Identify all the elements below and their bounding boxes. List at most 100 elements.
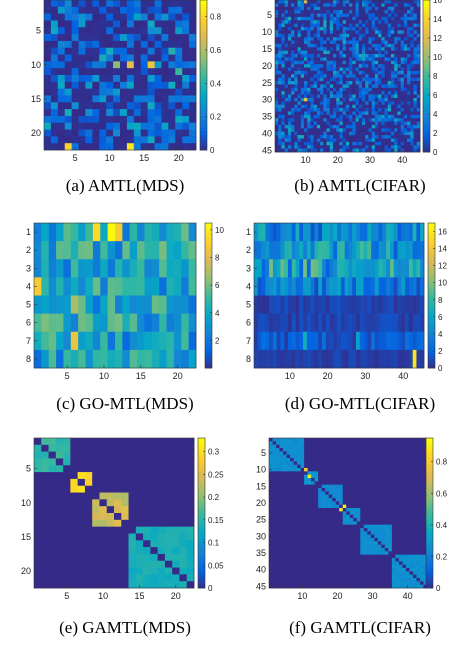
heatmap-cell <box>48 560 57 568</box>
heatmap-cell <box>394 3 398 8</box>
heatmap-cell <box>99 472 108 480</box>
heatmap-cell <box>294 16 298 21</box>
heatmap-cell <box>300 27 305 31</box>
heatmap-cell <box>157 574 166 582</box>
heatmap-cell <box>281 16 286 21</box>
heatmap-cell <box>313 57 318 62</box>
heatmap-cell <box>329 87 334 92</box>
heatmap-cell <box>92 61 100 69</box>
heatmap-cell <box>294 33 298 38</box>
heatmap-cell <box>410 10 414 14</box>
heatmap-cell <box>48 451 57 459</box>
heatmap-cell <box>157 438 166 446</box>
heatmap-cell <box>182 109 190 117</box>
heatmap-cell <box>320 135 324 139</box>
heatmap-cell <box>314 223 319 242</box>
heatmap-cell <box>368 10 373 14</box>
heatmap-cell <box>397 10 402 14</box>
heatmap-cell <box>394 108 398 112</box>
heatmap-cell <box>41 492 49 500</box>
heatmap-cell <box>382 223 387 242</box>
heatmap-cell <box>297 448 301 452</box>
heatmap-cell <box>381 111 385 116</box>
heatmap-cell <box>339 481 344 486</box>
heatmap-cell <box>287 67 292 72</box>
heatmap-cell <box>395 464 400 469</box>
heatmap-cell <box>78 223 86 242</box>
heatmap-cell <box>294 87 298 92</box>
heatmap-cell <box>394 118 398 122</box>
heatmap-cell <box>321 504 326 509</box>
heatmap-cell <box>84 492 93 500</box>
heatmap-cell <box>78 47 86 55</box>
heatmap-cell <box>313 74 318 79</box>
heatmap-cell <box>278 108 282 112</box>
colorbar-segment <box>198 490 205 495</box>
heatmap-cell <box>391 40 395 45</box>
heatmap-panel-f: 10 20 30 40 5 10 15 20 25 30 35 40 45 0 0.2 0.4 0.6 0.8 <box>237 430 474 610</box>
heatmap-cell <box>348 241 353 260</box>
heatmap-cell <box>320 148 324 153</box>
heatmap-cell <box>294 47 298 52</box>
heatmap-cell <box>378 145 382 149</box>
heatmap-cell <box>384 488 389 492</box>
heatmap-cell <box>403 33 408 38</box>
heatmap-cell <box>387 111 392 116</box>
heatmap-cell <box>394 104 398 109</box>
heatmap-cell <box>356 444 361 449</box>
heatmap-cell <box>34 241 42 260</box>
heatmap-cell <box>41 547 49 555</box>
heatmap-cell <box>313 118 318 122</box>
heatmap-cell <box>374 97 379 102</box>
heatmap-cell <box>365 0 369 4</box>
heatmap-cell <box>340 295 346 314</box>
colorbar-segment <box>423 68 430 73</box>
heatmap-cell <box>358 81 363 85</box>
heatmap-cell <box>381 461 386 466</box>
colorbar-tick-label: 0.4 <box>210 79 222 88</box>
heatmap-cell <box>359 277 364 296</box>
heatmap-cell <box>307 511 312 516</box>
heatmap-cell <box>381 131 385 136</box>
heatmap-cell <box>374 498 379 502</box>
heatmap-cell <box>120 95 128 103</box>
heatmap-cell <box>310 64 315 68</box>
heatmap-cell <box>340 349 346 369</box>
heatmap-cell <box>325 241 330 260</box>
heatmap-cell <box>365 50 369 55</box>
heatmap-cell <box>374 145 379 149</box>
heatmap-cell <box>113 129 121 137</box>
heatmap-cell <box>374 27 379 31</box>
heatmap-cell <box>300 491 305 496</box>
heatmap-cell <box>322 331 327 351</box>
heatmap-cell <box>143 438 151 446</box>
heatmap-cell <box>164 465 173 473</box>
heatmap-cell <box>355 77 360 82</box>
heatmap-cell <box>135 458 144 466</box>
heatmap-cell <box>339 70 344 75</box>
heatmap-cell <box>77 526 86 534</box>
heatmap-cell <box>413 57 418 62</box>
heatmap-cell <box>349 131 353 136</box>
heatmap-cell <box>346 491 351 496</box>
heatmap-panel-b: 10 20 30 40 5 10 15 20 25 30 35 40 45 0 2 4 6 8 10 12 14 16 <box>237 0 474 165</box>
heatmap-cell <box>297 141 302 146</box>
heatmap-cell <box>304 47 308 52</box>
heatmap-cell <box>329 94 334 99</box>
heatmap-cell <box>297 10 302 14</box>
heatmap-cell <box>388 471 393 476</box>
heatmap-cell <box>182 75 190 83</box>
heatmap-cell <box>161 34 169 42</box>
heatmap-cell <box>397 30 402 35</box>
heatmap-cell <box>416 241 421 260</box>
colorbar-segment <box>428 281 435 286</box>
heatmap-cell <box>179 547 188 555</box>
heatmap-cell <box>323 6 327 11</box>
heatmap-cell <box>318 331 323 351</box>
heatmap-cell <box>85 6 93 14</box>
heatmap-cell <box>412 491 417 496</box>
heatmap-cell <box>300 70 305 75</box>
heatmap-cell <box>128 567 137 575</box>
heatmap-cell <box>398 494 403 499</box>
heatmap-cell <box>339 50 344 55</box>
